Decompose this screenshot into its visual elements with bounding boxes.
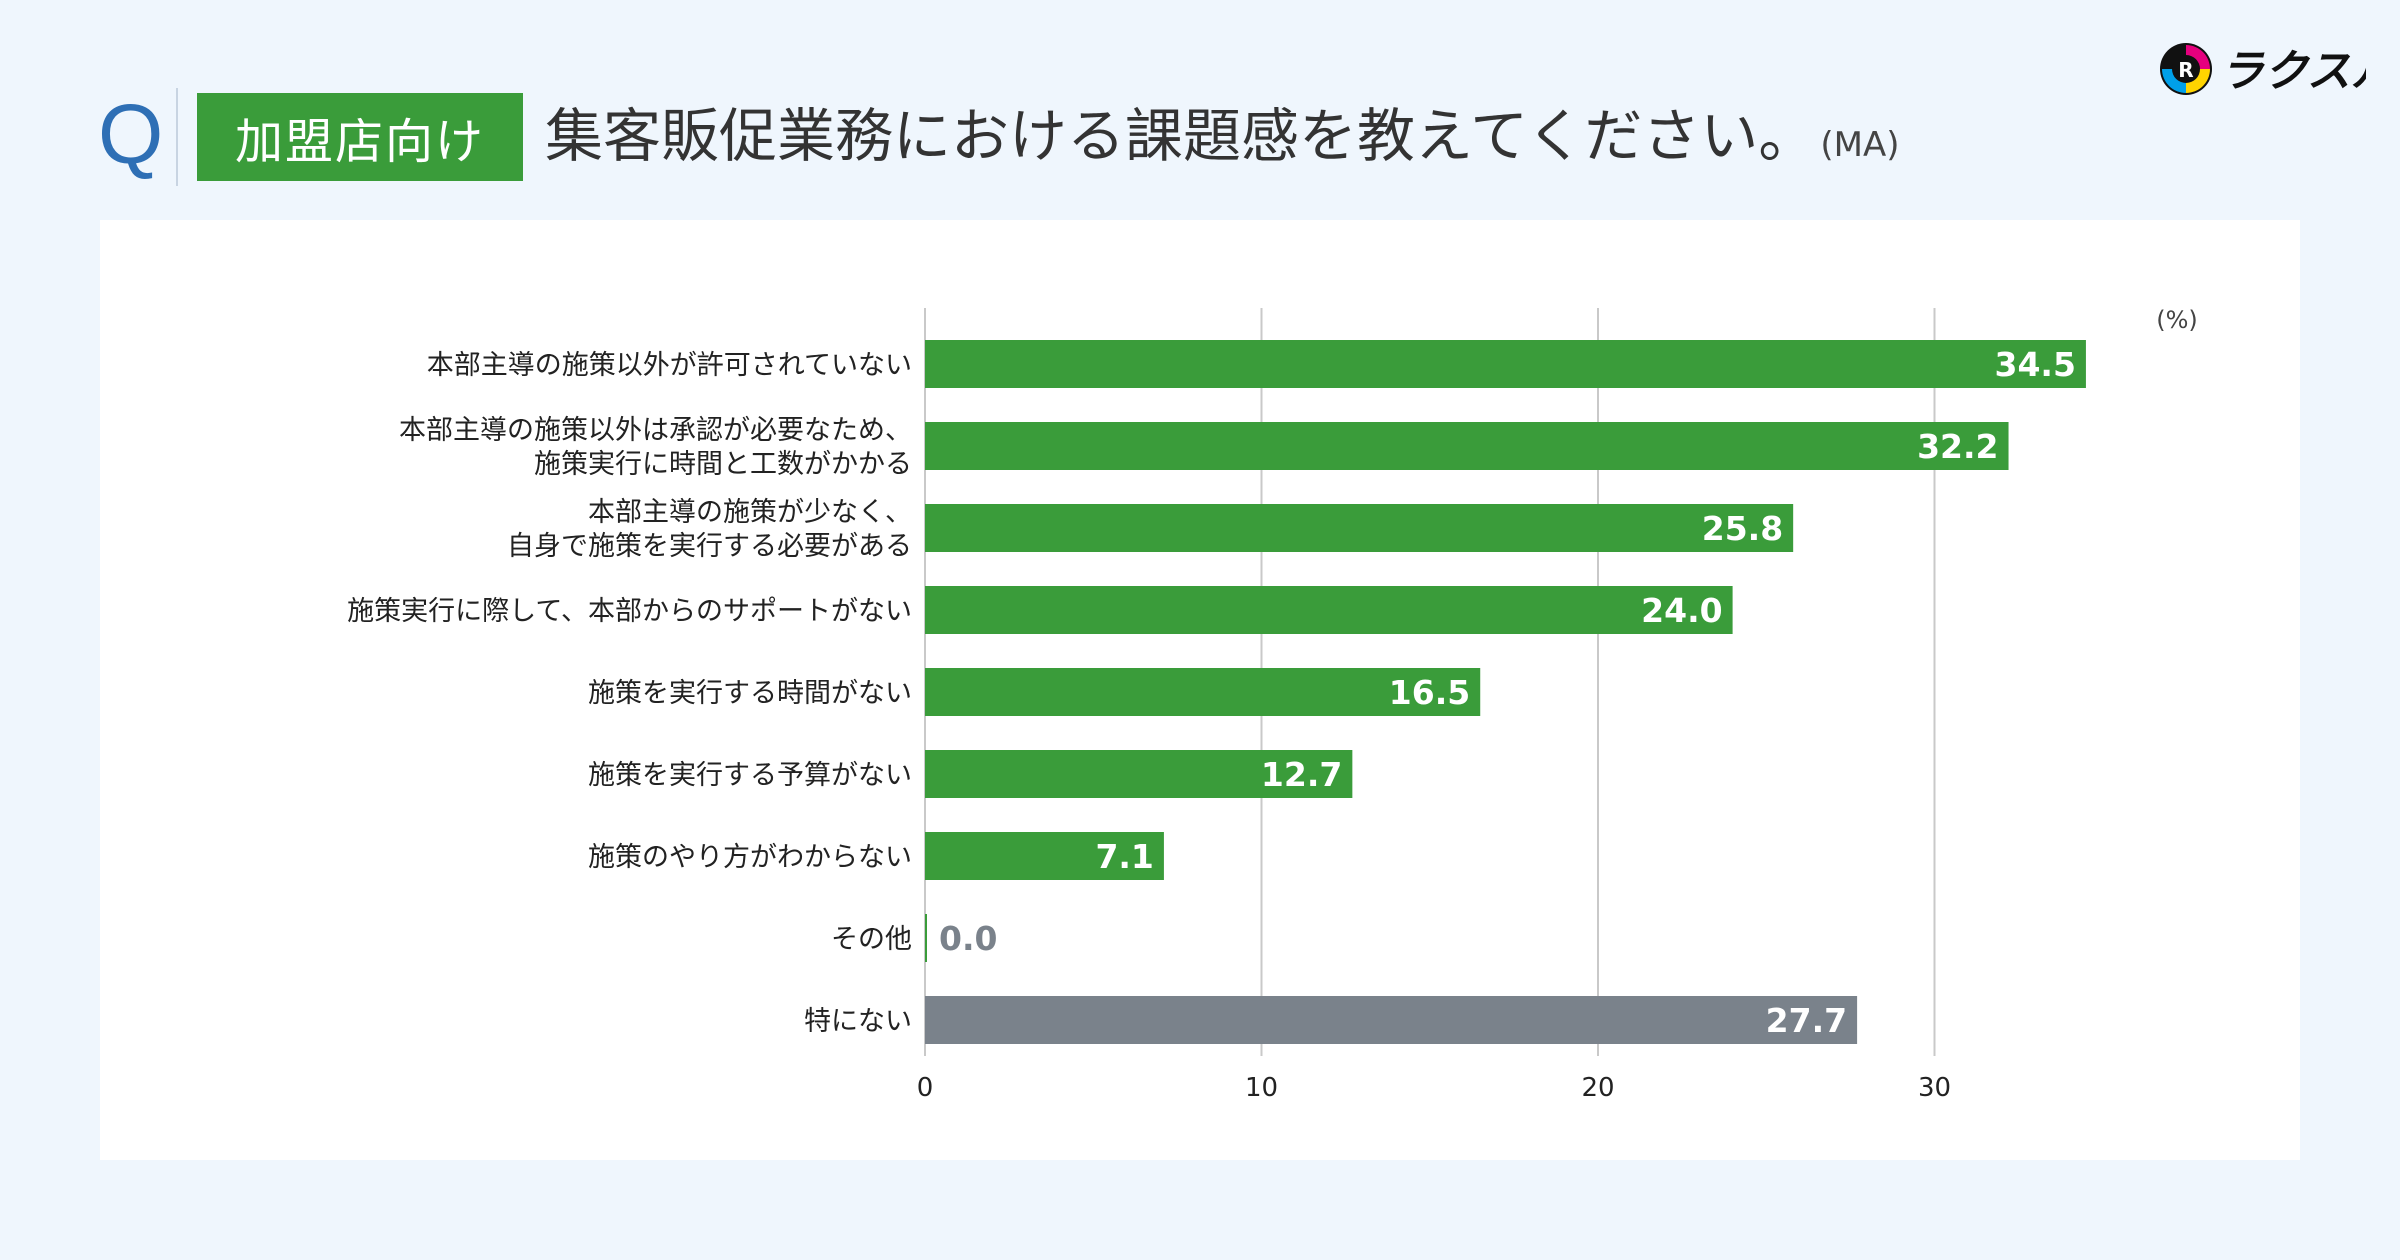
- bar: [925, 996, 1858, 1044]
- category-label: 施策のやり方がわからない: [588, 842, 912, 873]
- bar: [925, 668, 1481, 716]
- question-mark: Q: [98, 87, 164, 181]
- bar-value-label: 0.0: [939, 919, 997, 958]
- chart-panel: 本部主導の施策以外が許可されていない 本部主導の施策以外は承認が必要なため、 施策実…: [100, 220, 2300, 1160]
- unit-label: (%): [2156, 306, 2198, 334]
- category-label: 施策を実行する予算がない: [588, 760, 912, 791]
- bar: [925, 422, 2009, 470]
- bar-value-label: 25.8: [1702, 509, 1783, 548]
- bars: [925, 340, 2086, 1044]
- bar: [925, 832, 1164, 880]
- question-text: 集客販促業務における課題感を教えてください。: [545, 102, 1817, 170]
- category-label: その他: [831, 924, 912, 955]
- category-label: 特にない: [804, 1006, 912, 1037]
- x-tick-label: 30: [1918, 1073, 1951, 1103]
- category-label: 施策実行に時間と工数がかかる: [534, 449, 912, 480]
- bar-value-label: 7.1: [1095, 837, 1153, 876]
- bar-value-label: 34.5: [1995, 345, 2076, 384]
- bar: [925, 504, 1794, 552]
- x-axis-ticks: 0 10 20 30: [917, 1073, 1951, 1103]
- category-label: 自身で施策を実行する必要がある: [507, 531, 912, 562]
- bar-value-label: 12.7: [1261, 755, 1342, 794]
- category-label: 本部主導の施策が少なく、: [588, 497, 912, 528]
- raksul-logo-icon: R ラクスル: [2160, 43, 2366, 97]
- bar-value-label: 32.2: [1917, 427, 1998, 466]
- bar-value-label: 16.5: [1389, 673, 1470, 712]
- brand-name: ラクスル: [2220, 46, 2366, 97]
- bar: [925, 914, 927, 962]
- x-tick-label: 10: [1245, 1073, 1278, 1103]
- svg-text:R: R: [2178, 58, 2193, 82]
- bar-value-label: 24.0: [1641, 591, 1722, 630]
- category-labels: 本部主導の施策以外が許可されていない本部主導の施策以外は承認が必要なため、施策実…: [347, 350, 912, 1037]
- segment-badge: 加盟店向け: [197, 93, 523, 181]
- x-tick-label: 20: [1581, 1073, 1614, 1103]
- category-label: 本部主導の施策以外は承認が必要なため、: [399, 415, 912, 446]
- x-tick-label: 0: [917, 1073, 934, 1103]
- bar: [925, 750, 1353, 798]
- header-divider: [176, 88, 178, 186]
- category-label: 本部主導の施策以外が許可されていない: [427, 350, 912, 381]
- question-title: 集客販促業務における課題感を教えてください。 (MA): [545, 100, 1900, 181]
- question-header: Q 加盟店向け 集客販促業務における課題感を教えてください。 (MA) R ラクス…: [0, 0, 2400, 200]
- category-label: 施策を実行する時間がない: [588, 678, 912, 709]
- category-label: 施策実行に際して、本部からのサポートがない: [347, 596, 912, 627]
- bar-value-label: 27.7: [1766, 1001, 1847, 1040]
- value-labels: 34.5 32.2 25.8 24.0 16.5 12.7 7.1 0.0 27.7: [939, 345, 2076, 1040]
- bar: [925, 586, 1733, 634]
- bar: [925, 340, 2086, 388]
- question-suffix: (MA): [1820, 125, 1900, 165]
- bar-chart: 本部主導の施策以外が許可されていない本部主導の施策以外は承認が必要なため、施策実…: [347, 306, 2198, 1103]
